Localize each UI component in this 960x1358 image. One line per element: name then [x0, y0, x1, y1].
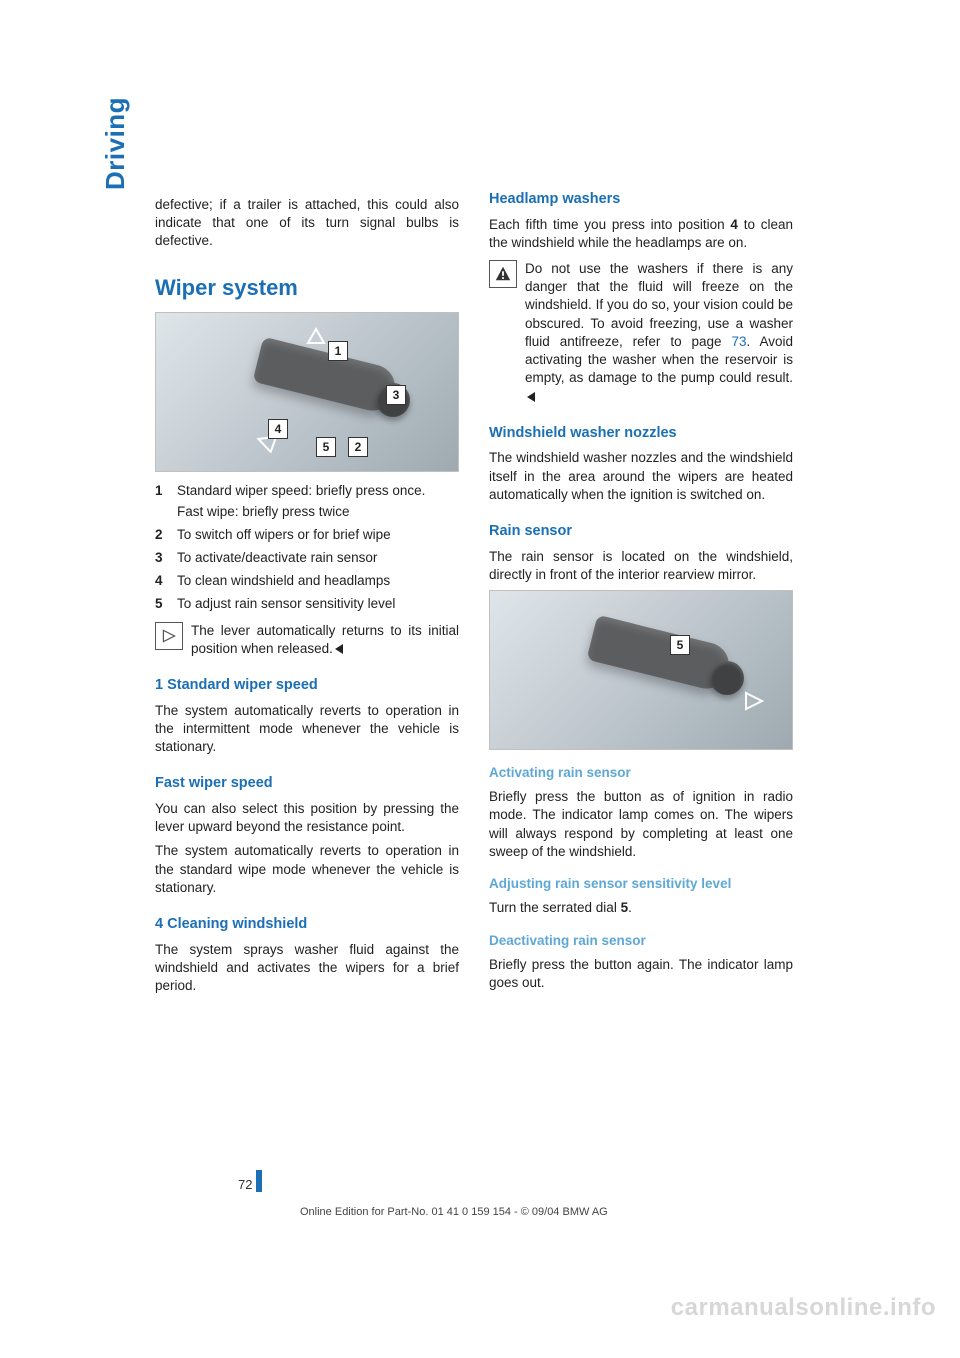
page-content: defective; if a trailer is attached, thi… — [100, 190, 860, 1001]
list-text: To switch off wipers or for brief wipe — [177, 526, 459, 544]
figure-callout-1: 1 — [328, 341, 348, 361]
heading-standard-wiper-speed: 1 Standard wiper speed — [155, 676, 459, 696]
end-mark-icon — [335, 644, 343, 654]
heading-rain-sensor: Rain sensor — [489, 522, 793, 542]
edition-line: Online Edition for Part-No. 01 41 0 159 … — [300, 1206, 608, 1218]
list-item: 4To clean windshield and headlamps — [155, 572, 459, 590]
list-num: 3 — [155, 549, 177, 567]
warning-icon — [489, 260, 517, 288]
list-item: 5To adjust rain sensor sensitivity level — [155, 595, 459, 613]
section-tab: Driving — [100, 97, 131, 190]
end-mark-icon — [527, 392, 535, 402]
tip-icon — [155, 622, 183, 650]
text-bold: 4 — [730, 217, 738, 232]
list-text: To adjust rain sensor sensitivity level — [177, 595, 459, 613]
list-text: To activate/deactivate rain sensor — [177, 549, 459, 567]
list-num: 4 — [155, 572, 177, 590]
body-paragraph: You can also select this position by pre… — [155, 800, 459, 836]
figure-rain-sensor: 5 — [489, 590, 793, 750]
figure-callout-2: 2 — [348, 437, 368, 457]
heading-activating-rain-sensor: Activating rain sensor — [489, 764, 793, 782]
body-paragraph: Turn the serrated dial 5. — [489, 899, 793, 917]
list-num: 5 — [155, 595, 177, 613]
list-text: To clean windshield and headlamps — [177, 572, 459, 590]
warning-note: Do not use the washers if there is any d… — [489, 260, 793, 406]
heading-deactivating-rain-sensor: Deactivating rain sensor — [489, 932, 793, 950]
column-right: Headlamp washers Each fifth time you pre… — [489, 190, 793, 1001]
tip-text-content: The lever automatically returns to its i… — [191, 623, 459, 656]
figure-wiper-stalk: 1 3 2 5 4 — [155, 312, 459, 472]
body-paragraph: The system sprays washer fluid against t… — [155, 941, 459, 996]
tip-text: The lever automatically returns to its i… — [191, 622, 459, 658]
list-num: 1 — [155, 482, 177, 520]
list-item: 3To activate/deactivate rain sensor — [155, 549, 459, 567]
text-run: Turn the serrated dial — [489, 900, 621, 915]
heading-washer-nozzles: Windshield washer nozzles — [489, 424, 793, 444]
callout-list: 1 Standard wiper speed: briefly press on… — [155, 482, 459, 613]
lead-paragraph: defective; if a trailer is attached, thi… — [155, 196, 459, 251]
body-paragraph: Briefly press the button again. The indi… — [489, 956, 793, 992]
heading-headlamp-washers: Headlamp washers — [489, 190, 793, 210]
figure-callout-5: 5 — [316, 437, 336, 457]
list-num: 2 — [155, 526, 177, 544]
heading-fast-wiper-speed: Fast wiper speed — [155, 774, 459, 794]
list-item: 2To switch off wipers or for brief wipe — [155, 526, 459, 544]
heading-adjusting-sensitivity: Adjusting rain sensor sensitivity level — [489, 875, 793, 893]
page-number: 72 — [238, 1170, 262, 1192]
column-left: defective; if a trailer is attached, thi… — [155, 190, 459, 1001]
tip-note: The lever automatically returns to its i… — [155, 622, 459, 658]
body-paragraph: The windshield washer nozzles and the wi… — [489, 449, 793, 504]
watermark: carmanualsonline.info — [671, 1294, 936, 1322]
page-number-bar — [256, 1170, 262, 1192]
list-text-sub: Fast wipe: briefly press twice — [177, 503, 459, 521]
body-paragraph: Briefly press the button as of ignition … — [489, 788, 793, 861]
body-paragraph: The rain sensor is located on the windsh… — [489, 548, 793, 584]
list-text-line: Standard wiper speed: briefly press once… — [177, 483, 425, 498]
heading-wiper-system: Wiper system — [155, 273, 459, 303]
text-run: Each fifth time you press into position — [489, 217, 730, 232]
list-item: 1 Standard wiper speed: briefly press on… — [155, 482, 459, 520]
text-bold: 5 — [621, 900, 629, 915]
figure-callout-5: 5 — [670, 635, 690, 655]
body-paragraph: The system automatically reverts to oper… — [155, 702, 459, 757]
text-run: . — [628, 900, 632, 915]
heading-cleaning-windshield: 4 Cleaning windshield — [155, 915, 459, 935]
page-number-value: 72 — [238, 1177, 252, 1192]
body-paragraph: Each fifth time you press into position … — [489, 216, 793, 252]
figure-callout-4: 4 — [268, 419, 288, 439]
body-paragraph: The system automatically reverts to oper… — [155, 842, 459, 897]
page-link[interactable]: 73 — [732, 334, 747, 349]
list-text: Standard wiper speed: briefly press once… — [177, 482, 459, 520]
warning-text: Do not use the washers if there is any d… — [525, 260, 793, 406]
figure-callout-3: 3 — [386, 385, 406, 405]
